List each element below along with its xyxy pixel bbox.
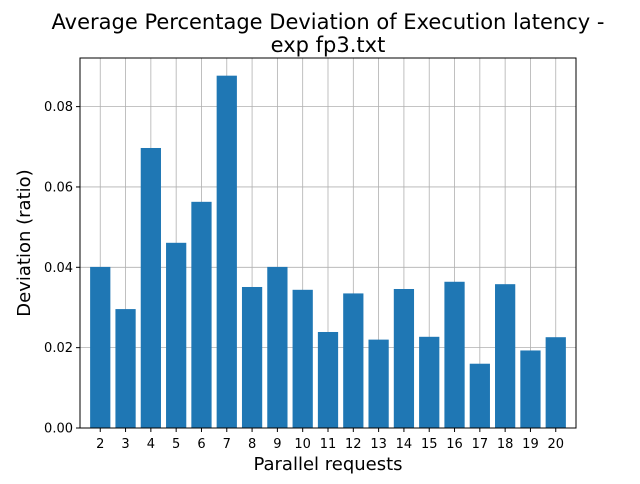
x-tick-label-16: 16 — [446, 437, 463, 452]
y-tick-label: 0.08 — [44, 100, 73, 115]
bar-20 — [545, 337, 566, 428]
x-tick-label-19: 19 — [522, 437, 539, 452]
x-axis-label: Parallel requests — [253, 454, 402, 475]
x-tick-label-7: 7 — [223, 437, 231, 452]
bar-16 — [444, 281, 465, 428]
y-tick-label: 0.06 — [44, 180, 73, 195]
x-tick-label-14: 14 — [396, 437, 413, 452]
x-tick-label-15: 15 — [421, 437, 438, 452]
bar-2 — [90, 266, 111, 428]
bar-12 — [343, 293, 364, 428]
bar-14 — [393, 288, 415, 428]
x-tick-label-17: 17 — [472, 437, 489, 452]
x-axis-ticks: 2 3 4 5 6 7 8 9 10 11 12 13 14 15 16 17 18 19 20 — [96, 428, 564, 452]
bar-7 — [216, 75, 237, 428]
x-tick-label-13: 13 — [370, 437, 387, 452]
x-tick-label-10: 10 — [294, 437, 311, 452]
bar-13 — [368, 339, 389, 428]
x-tick-label-20: 20 — [547, 437, 564, 452]
x-tick-label-8: 8 — [248, 437, 256, 452]
x-tick-label-2: 2 — [96, 437, 104, 452]
chart-title-line-2: exp fp3.txt — [271, 33, 386, 57]
bar-15 — [419, 336, 440, 428]
x-tick-label-9: 9 — [273, 437, 281, 452]
bar-19 — [520, 350, 541, 428]
bar-6 — [191, 201, 212, 428]
bar-3 — [115, 309, 136, 428]
y-axis-label: Deviation (ratio) — [14, 169, 35, 316]
x-tick-label-18: 18 — [497, 437, 514, 452]
x-tick-label-3: 3 — [121, 437, 129, 452]
y-axis-ticks: 0.00 0.02 0.04 0.06 0.08 — [44, 100, 80, 437]
y-tick-label: 0.00 — [44, 422, 73, 437]
x-tick-label-5: 5 — [172, 437, 180, 452]
bar-4 — [140, 147, 161, 428]
x-tick-label-4: 4 — [147, 437, 155, 452]
bar-9 — [267, 266, 288, 428]
y-tick-label: 0.02 — [44, 341, 73, 356]
x-tick-label-12: 12 — [345, 437, 362, 452]
bar-17 — [469, 363, 490, 428]
bars — [90, 75, 566, 428]
bar-8 — [241, 286, 263, 428]
bar-11 — [317, 331, 339, 428]
bar-18 — [495, 284, 516, 428]
chart-title-line-1: Average Percentage Deviation of Executio… — [52, 10, 605, 34]
bar-5 — [166, 242, 187, 428]
bar-10 — [292, 289, 313, 428]
x-tick-label-11: 11 — [320, 437, 337, 452]
x-tick-label-6: 6 — [197, 437, 205, 452]
y-tick-label: 0.04 — [44, 261, 73, 276]
